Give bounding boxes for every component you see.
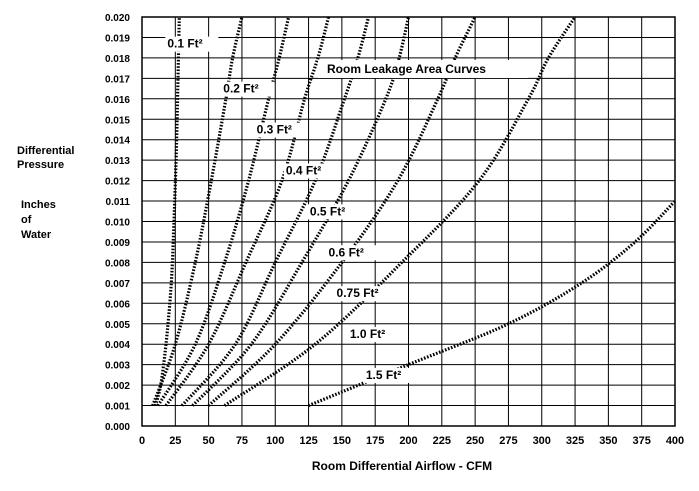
curve-line (223, 16, 577, 407)
curve-label: 0.2 Ft² (223, 82, 258, 96)
y-tick-label: 0.004 (105, 340, 130, 351)
y-tick-label: 0.011 (106, 197, 131, 208)
y-tick-label: 0.012 (105, 177, 130, 188)
axis-layer: 0 25 50 75 100 125 150 175 200 225 250 275 300 325 350… (105, 13, 684, 447)
x-tick-label: 0 (139, 435, 145, 447)
x-tick-label: 250 (466, 435, 484, 447)
y-axis-label: Differential Pressure Inches of Water (17, 145, 74, 241)
curve-label-backdrop (221, 81, 275, 97)
x-tick-label: 100 (266, 435, 284, 447)
curve-label: 0.4 Ft² (286, 163, 321, 177)
y-tick-label: 0.017 (105, 74, 130, 85)
x-tick-label: 375 (633, 435, 651, 447)
y-tick-label: 0.005 (105, 320, 130, 331)
x-tick-label: 200 (399, 435, 417, 447)
curve-line (191, 16, 411, 407)
curve-label: 0.3 Ft² (257, 123, 292, 137)
x-tick-label: 75 (236, 435, 248, 447)
curve-line (151, 16, 244, 407)
y-tick-label: 0.007 (105, 279, 130, 290)
y-tick-label: 0.016 (105, 95, 130, 106)
x-tick-label: 400 (666, 435, 684, 447)
x-tick-label: 125 (299, 435, 317, 447)
curve-label: 1.0 Ft² (350, 327, 385, 341)
curve-label-backdrop (307, 204, 361, 220)
curve-label: 0.6 Ft² (329, 245, 364, 259)
y-tick-label: 0.003 (105, 361, 130, 372)
x-tick-label: 150 (333, 435, 351, 447)
y-tick-label: 0.015 (105, 115, 130, 126)
y-tick-label: 0.013 (105, 156, 130, 167)
curve-label-backdrop (347, 327, 401, 343)
curve-line (180, 16, 371, 407)
x-tick-label: 175 (366, 435, 384, 447)
y-axis-label-line: Differential (17, 145, 74, 157)
curve-label: 0.75 Ft² (337, 286, 379, 300)
y-axis-label-line: Inches (21, 199, 56, 211)
x-tick-label: 300 (533, 435, 551, 447)
grid-layer (142, 17, 675, 426)
y-axis-label-line: Water (21, 229, 52, 241)
y-tick-label: 0.020 (105, 13, 130, 24)
y-tick-label: 0.009 (105, 238, 130, 249)
x-tick-label: 275 (499, 435, 517, 447)
y-tick-label: 0.008 (105, 258, 130, 269)
curves-layer (151, 16, 677, 408)
curve-label-backdrop (165, 36, 219, 52)
curve-label-backdrop (334, 286, 395, 302)
y-tick-label: 0.019 (105, 33, 130, 44)
y-tick-label: 0.018 (105, 54, 130, 65)
x-tick-label: 25 (169, 435, 181, 447)
curve-label-backdrop (363, 367, 417, 383)
chart-title: Room Leakage Area Curves (327, 62, 486, 76)
y-tick-label: 0.014 (105, 136, 130, 147)
y-tick-label: 0.006 (105, 299, 130, 310)
y-axis-label-line: Pressure (17, 159, 64, 171)
curve-label-backdrop (326, 245, 380, 261)
curve-line (156, 16, 291, 407)
plot-frame (141, 16, 676, 427)
y-tick-label: 0.000 (105, 422, 130, 433)
label-layer: 0.1 Ft² 0.2 Ft² 0.3 Ft² 0.4 Ft² 0.5 Ft² 0.6 F… (165, 36, 417, 383)
curve-label-backdrop (254, 122, 308, 138)
curve-label: 0.1 Ft² (167, 37, 202, 51)
x-tick-label: 325 (566, 435, 584, 447)
y-tick-label: 0.002 (105, 381, 130, 392)
y-axis-label-line: of (21, 214, 32, 226)
curve-line (153, 16, 181, 407)
x-tick-label: 350 (599, 435, 617, 447)
x-axis-label: Room Differential Airflow - CFM (312, 459, 492, 473)
curve-line (207, 16, 477, 407)
curve-line (164, 16, 331, 407)
y-tick-label: 0.001 (105, 402, 130, 413)
curve-label: 1.5 Ft² (366, 368, 401, 382)
x-tick-label: 50 (203, 435, 215, 447)
y-tick-label: 0.010 (105, 218, 130, 229)
x-tick-label: 225 (433, 435, 451, 447)
curve-label-backdrop (283, 163, 337, 179)
title-backdrop (318, 60, 528, 78)
curve-label: 0.5 Ft² (310, 204, 345, 218)
